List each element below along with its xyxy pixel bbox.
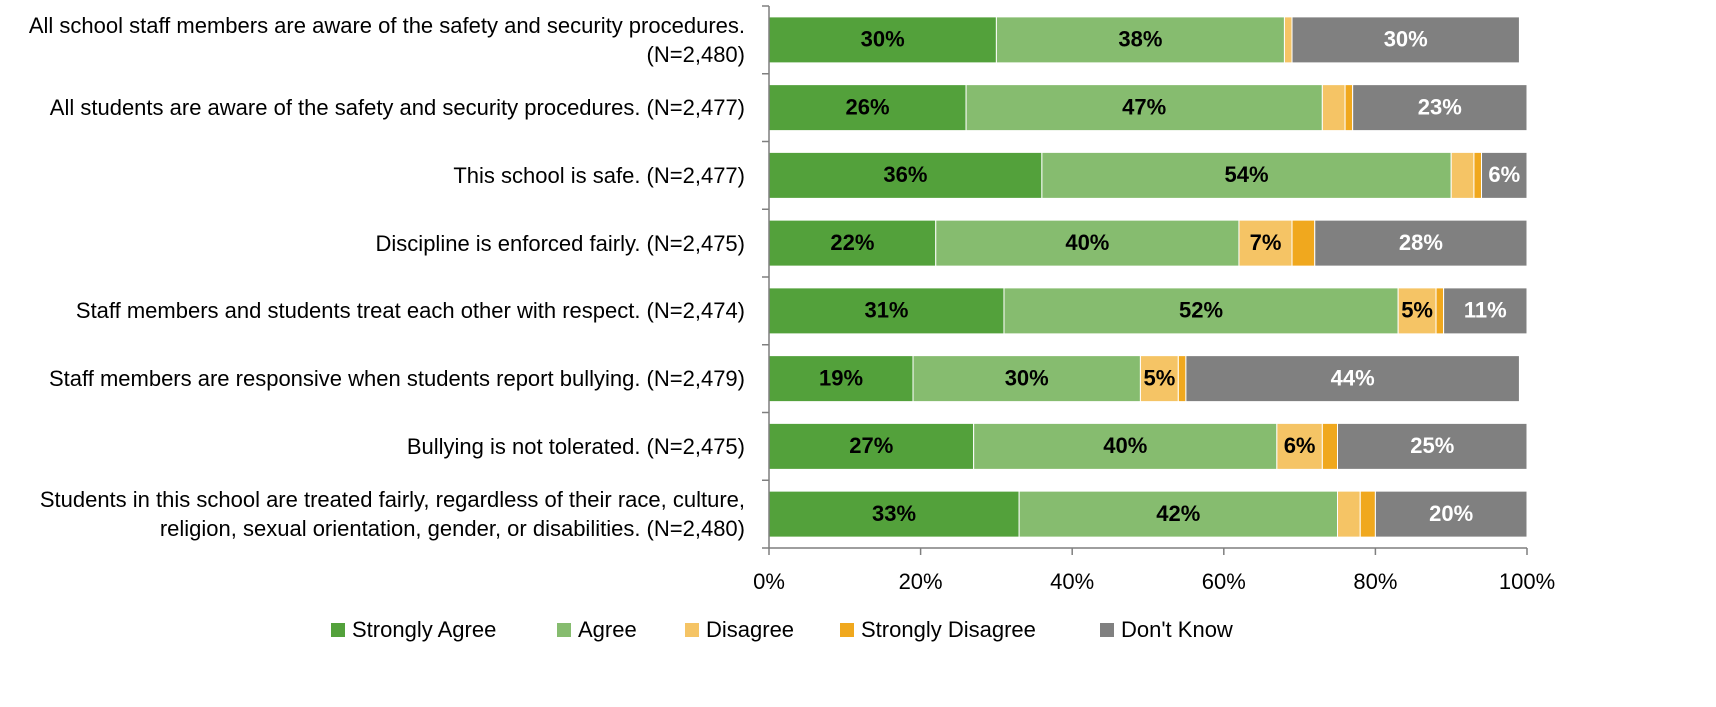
bar-segment: [935, 219, 1240, 267]
x-tick-label: 20%: [899, 569, 943, 594]
data-label: 36%: [883, 162, 927, 187]
bar-segment: [1283, 16, 1293, 64]
data-label: 22%: [830, 230, 874, 255]
data-label: 42%: [1156, 501, 1200, 526]
category-text: Discipline is enforced fairly. (N=2,475): [375, 230, 745, 256]
legend-swatch: [331, 623, 345, 637]
bar-segment: [1397, 287, 1437, 335]
bar-segment: [1337, 490, 1361, 538]
bar-segment: [1238, 219, 1293, 267]
category-text: All students are aware of the safety and…: [49, 95, 745, 121]
category-label: Staff members are responsive when studen…: [5, 345, 745, 413]
category-label: Bullying is not tolerated. (N=2,475): [5, 413, 745, 481]
bar-segment: [1344, 84, 1354, 132]
bar-segment: [1185, 355, 1520, 403]
legend-swatch: [685, 623, 699, 637]
category-text: Bullying is not tolerated. (N=2,475): [406, 433, 745, 459]
data-label: 30%: [1384, 27, 1428, 52]
data-label: 31%: [864, 298, 908, 323]
category-label: Staff members and students treat each ot…: [5, 277, 745, 345]
legend-label: Strongly Disagree: [861, 617, 1036, 642]
legend-label: Don't Know: [1121, 617, 1233, 642]
bar-segment: [768, 84, 967, 132]
bar-segment: [768, 490, 1020, 538]
bar-segment: [768, 219, 937, 267]
bar-segment: [1443, 287, 1528, 335]
data-label: 20%: [1429, 501, 1473, 526]
data-label: 26%: [846, 94, 890, 119]
bar-segment: [768, 422, 975, 470]
bar-segment: [965, 84, 1323, 132]
x-tick-label: 0%: [753, 569, 785, 594]
bar-segment: [768, 151, 1043, 199]
bar-segment: [1003, 287, 1399, 335]
category-label: All school staff members are aware of th…: [5, 6, 745, 74]
legend-label: Disagree: [706, 617, 794, 642]
data-label: 23%: [1418, 94, 1462, 119]
bar-segment: [1481, 151, 1528, 199]
bar-segment: [1314, 219, 1528, 267]
bar-segment: [995, 16, 1285, 64]
legend-label: Agree: [578, 617, 637, 642]
data-label: 52%: [1179, 298, 1223, 323]
bar-segment: [1018, 490, 1338, 538]
bar-segment: [1276, 422, 1323, 470]
data-label: 54%: [1225, 162, 1269, 187]
x-tick-label: 80%: [1353, 569, 1397, 594]
bar-segment: [1321, 422, 1338, 470]
category-text: Staff members and students treat each ot…: [75, 298, 745, 324]
legend-swatch: [840, 623, 854, 637]
bar-segment: [1359, 490, 1376, 538]
data-label: 25%: [1410, 433, 1454, 458]
bar-segment: [1291, 16, 1520, 64]
bar-segment: [1374, 490, 1528, 538]
data-label: 47%: [1122, 94, 1166, 119]
category-text: Staff members are responsive when studen…: [48, 366, 745, 392]
data-label: 44%: [1331, 365, 1375, 390]
data-label: 40%: [1103, 433, 1147, 458]
data-label: 40%: [1065, 230, 1109, 255]
legend-swatch: [1100, 623, 1114, 637]
data-label: 28%: [1399, 230, 1443, 255]
data-label: 6%: [1284, 433, 1316, 458]
category-label: Discipline is enforced fairly. (N=2,475): [5, 209, 745, 277]
bar-segment: [1352, 84, 1528, 132]
category-label: This school is safe. (N=2,477): [5, 142, 745, 210]
data-label: 11%: [1464, 298, 1507, 323]
data-label: 6%: [1488, 162, 1520, 187]
legend-label: Strongly Agree: [352, 617, 496, 642]
category-label: All students are aware of the safety and…: [5, 74, 745, 142]
category-label: Students in this school are treated fair…: [5, 480, 745, 548]
category-text: This school is safe. (N=2,477): [453, 162, 745, 188]
bar-segment: [1435, 287, 1445, 335]
bar-segment: [1291, 219, 1316, 267]
x-tick-label: 40%: [1050, 569, 1094, 594]
x-tick-label: 100%: [1499, 569, 1555, 594]
x-tick-label: 60%: [1202, 569, 1246, 594]
bar-segment: [1473, 151, 1483, 199]
data-label: 27%: [849, 433, 893, 458]
bar-segment: [1177, 355, 1187, 403]
bar-segment: [1450, 151, 1475, 199]
data-label: 5%: [1401, 298, 1433, 323]
legend-swatch: [557, 623, 571, 637]
bar-segment: [1321, 84, 1346, 132]
data-label: 7%: [1250, 230, 1282, 255]
bar-segment: [768, 16, 997, 64]
bar-segment: [1041, 151, 1452, 199]
bar-segment: [1337, 422, 1528, 470]
bar-segment: [912, 355, 1141, 403]
data-label: 38%: [1118, 27, 1162, 52]
data-label: 33%: [872, 501, 916, 526]
category-text: All school staff members are aware of th…: [28, 12, 745, 67]
data-label: 5%: [1143, 365, 1175, 390]
category-text: Students in this school are treated fair…: [39, 487, 745, 542]
data-label: 30%: [1005, 365, 1049, 390]
data-label: 30%: [861, 27, 905, 52]
data-label: 19%: [819, 365, 863, 390]
